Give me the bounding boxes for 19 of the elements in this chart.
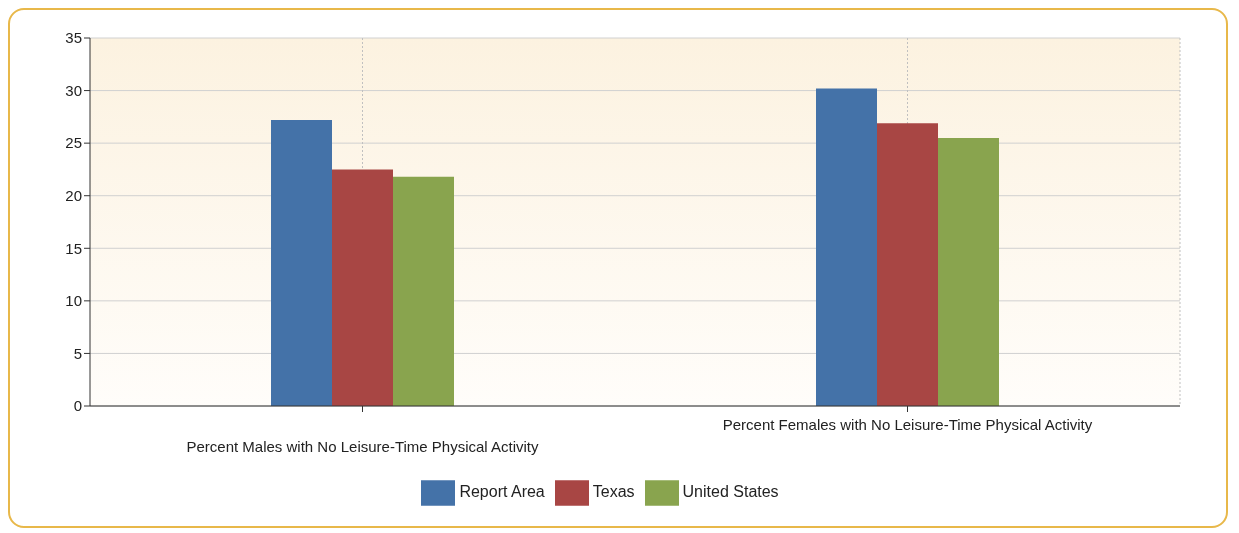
y-tick-label: 20 [65, 187, 82, 205]
bar [938, 137, 999, 406]
bar [877, 123, 938, 406]
y-tick-label: 35 [65, 29, 82, 47]
y-tick-label: 10 [65, 292, 82, 310]
bar [393, 176, 454, 406]
y-tick-label: 30 [65, 81, 82, 99]
y-tick-label: 25 [65, 134, 82, 152]
x-tick-label: Percent Males with No Leisure-Time Physical Activity [186, 438, 540, 455]
x-tick-label: Percent Females with No Leisure-Time Physical Activity [722, 416, 1093, 433]
bar [332, 169, 393, 406]
legend-label: Texas [592, 483, 635, 501]
y-tick-label: 5 [73, 344, 82, 362]
bar [816, 88, 877, 406]
legend-label: Report Area [459, 483, 545, 501]
legend-label: United States [682, 483, 779, 501]
y-tick-label: 0 [73, 397, 82, 415]
bar [271, 120, 332, 406]
y-tick-label: 15 [65, 239, 82, 257]
